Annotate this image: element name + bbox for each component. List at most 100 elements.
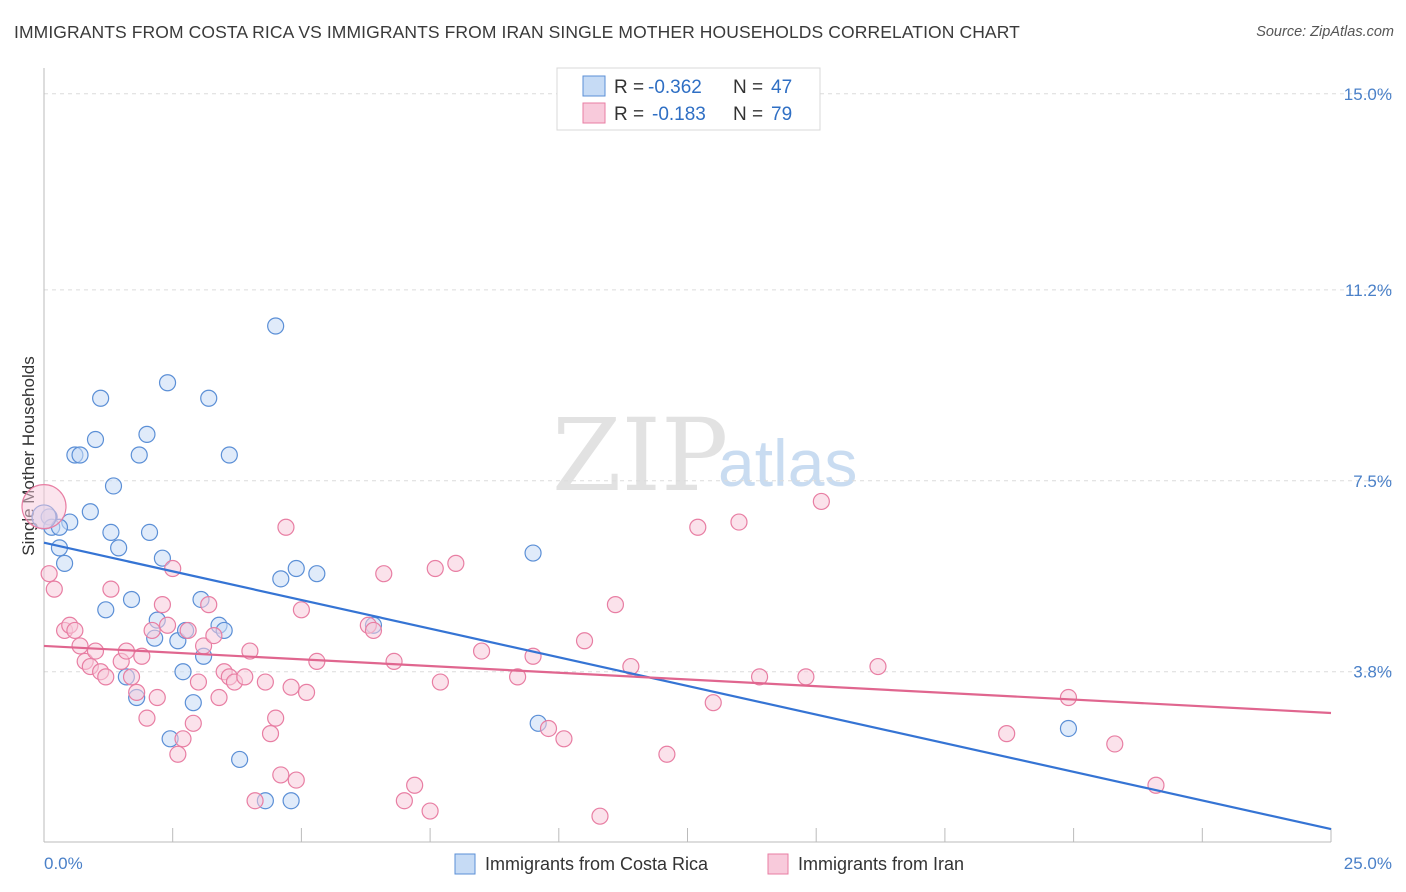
point-costa-rica-7: [81, 503, 99, 521]
bottom-legend-swatch-costa-rica: [454, 853, 476, 875]
point-iran-30: [205, 626, 223, 645]
point-costa-rica-31: [220, 446, 238, 464]
point-iran-69: [730, 513, 748, 531]
point-iran-10: [97, 668, 115, 686]
x-tick-label-0: 0.0%: [44, 854, 83, 873]
point-iran-60: [539, 719, 558, 738]
point-iran-41: [272, 766, 290, 784]
point-costa-rica-10: [102, 523, 120, 542]
point-costa-rica-3: [55, 554, 74, 572]
trend-lines: [43, 541, 1332, 831]
point-iran-35: [236, 668, 254, 686]
point-iran-63: [591, 807, 609, 825]
y-tick-label-1: 7.5%: [1353, 472, 1392, 491]
point-iran-45: [292, 601, 310, 619]
legend-swatch-iran: [582, 102, 606, 124]
point-iran-39: [261, 725, 280, 743]
trend-line-iran: [43, 644, 1332, 715]
point-costa-rica-23: [174, 663, 192, 681]
point-costa-rica-6: [71, 446, 89, 464]
point-costa-rica-13: [122, 590, 141, 609]
point-costa-rica-8: [86, 430, 105, 449]
point-iran-22: [164, 559, 182, 578]
legend-swatch-costa-rica: [582, 75, 606, 97]
watermark-zip: ZIP: [552, 397, 728, 514]
legend-r-label-2: R =: [614, 104, 644, 125]
point-costa-rica-28: [200, 389, 218, 407]
point-iran-38: [256, 673, 274, 691]
point-iran-20: [153, 596, 172, 614]
point-costa-rica-19: [153, 549, 172, 567]
point-iran-21: [158, 616, 177, 634]
point-iran-75: [1059, 688, 1078, 707]
point-costa-rica-37: [287, 559, 305, 578]
point-iran-67: [689, 518, 707, 536]
point-iran-5: [71, 637, 89, 655]
legend-n-label-1: N =: [733, 77, 763, 98]
x-ticks: [172, 828, 1332, 842]
chart-title: IMMIGRANTS FROM COSTA RICA VS IMMIGRANTS…: [14, 22, 1020, 42]
point-iran-29: [200, 596, 218, 614]
point-iran-15: [128, 683, 146, 701]
point-iran-65: [622, 657, 640, 676]
point-iran-44: [287, 771, 305, 789]
point-iran-11: [102, 580, 120, 598]
trend-line-costa-rica: [43, 541, 1332, 831]
series-legend: Immigrants from Costa Rica Immigrants fr…: [454, 853, 964, 875]
point-costa-rica-16: [138, 425, 156, 443]
legend-r-label-1: R =: [614, 77, 644, 98]
y-tick-labels: 3.8% 7.5% 11.2% 15.0%: [1344, 85, 1392, 682]
point-costa-rica-15: [130, 446, 148, 464]
point-costa-rica-32: [231, 750, 249, 769]
point-iran-19: [148, 688, 166, 707]
point-iran-17: [138, 709, 156, 727]
point-costa-rica-17: [140, 523, 159, 542]
point-costa-rica-35: [272, 570, 290, 588]
point-costa-rica-12: [110, 539, 128, 557]
point-iran-55: [431, 673, 449, 691]
point-iran-31: [210, 688, 228, 707]
point-iran-56: [447, 554, 465, 572]
legend-r-value-2: -0.183: [652, 104, 706, 125]
point-iran-66: [658, 745, 676, 763]
point-iran-57: [472, 642, 491, 660]
legend-n-label-2: N =: [733, 104, 763, 125]
point-iran-26: [184, 714, 202, 732]
point-iran-8: [86, 642, 105, 660]
y-tick-label-2: 11.2%: [1345, 281, 1392, 300]
point-iran-76: [1106, 735, 1124, 753]
point-iran-24: [174, 730, 192, 748]
point-costa-rica-9: [92, 389, 110, 407]
point-iran-78: [364, 621, 383, 640]
point-iran-49: [375, 565, 393, 583]
point-iran-58: [509, 668, 527, 686]
point-iran-53: [421, 802, 439, 820]
point-costa-rica-36: [282, 792, 300, 810]
series-iran-points: [21, 484, 1165, 825]
point-iran-18: [143, 621, 161, 640]
x-tick-labels: 0.0% 25.0%: [44, 854, 1392, 873]
point-iran-43: [282, 678, 300, 696]
point-iran-27: [189, 673, 208, 691]
point-iran-4: [66, 621, 84, 640]
legend-n-value-1: 47: [771, 77, 792, 98]
point-iran-61: [555, 730, 573, 748]
point-iran-71: [797, 668, 815, 686]
point-iran-62: [575, 632, 594, 650]
point-iran-68: [704, 694, 722, 712]
point-iran-64: [606, 596, 625, 614]
point-costa-rica-42: [1059, 719, 1078, 738]
point-iran-74: [998, 725, 1016, 743]
point-costa-rica-40: [524, 544, 542, 562]
bottom-legend-swatch-iran: [767, 853, 789, 875]
x-tick-label-1: 25.0%: [1344, 854, 1392, 873]
point-costa-rica-20: [158, 374, 177, 392]
point-iran-23: [169, 745, 187, 763]
point-iran-cluster: [21, 484, 67, 530]
legend-n-value-2: 79: [771, 104, 792, 125]
point-costa-rica-25: [184, 694, 202, 712]
point-costa-rica-44: [97, 601, 115, 619]
point-iran-40: [267, 709, 285, 727]
legend-r-value-1: -0.362: [648, 77, 702, 98]
